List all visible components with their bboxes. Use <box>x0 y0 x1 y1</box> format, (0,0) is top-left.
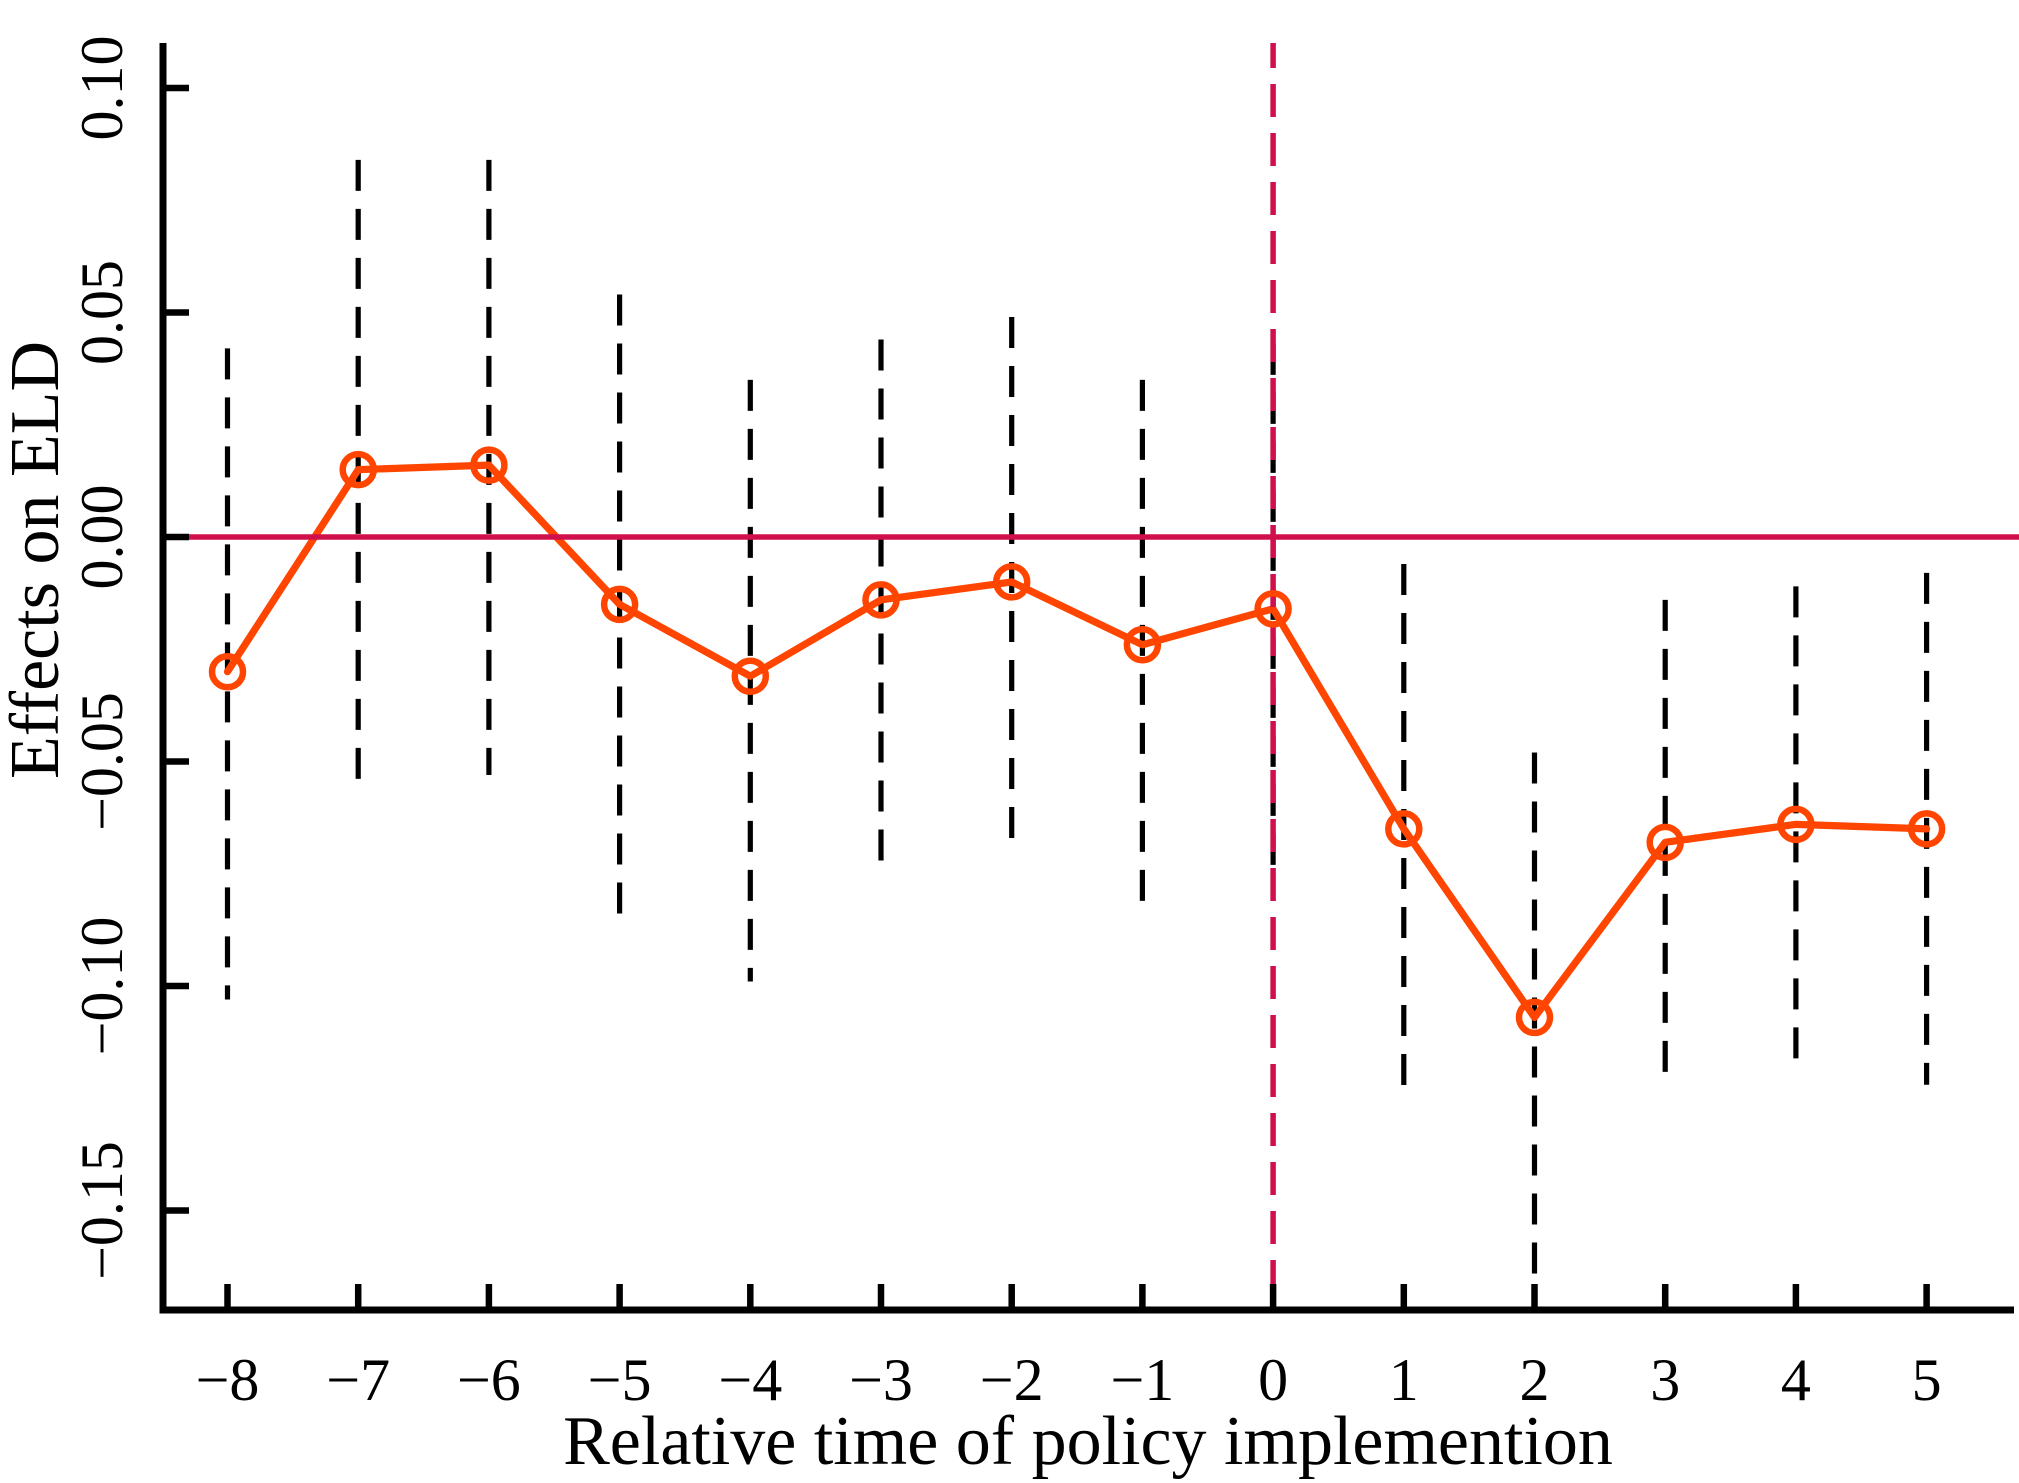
data-point-marker <box>1254 590 1292 628</box>
data-point-marker <box>470 446 508 484</box>
data-point-marker <box>1907 810 1946 848</box>
data-point-marker <box>339 450 377 489</box>
x-tick-label: 2 <box>1520 1347 1550 1413</box>
data-point-marker <box>208 652 247 691</box>
data-point-marker <box>1515 998 1554 1037</box>
estimate-line <box>223 461 1931 1022</box>
data-point-marker <box>1123 626 1162 664</box>
x-tick-label: −2 <box>980 1347 1044 1413</box>
data-point-marker <box>992 563 1031 601</box>
x-tick-label: 3 <box>1650 1347 1680 1413</box>
data-point-marker <box>862 581 900 619</box>
data-point-marker <box>1646 823 1684 862</box>
data-point-marker <box>1777 805 1815 844</box>
plot-layers: 0.10 0.05 0.00 −0.05 −0.10 −0.15 −8 −7 −6 −5 −4 −3 −… <box>69 36 2019 1413</box>
x-tick-label: −3 <box>849 1347 913 1413</box>
y-tick-label: 0.05 <box>69 260 135 365</box>
x-tick-label: −8 <box>196 1347 260 1413</box>
x-tick-label: −1 <box>1110 1347 1174 1413</box>
x-tick-label: −7 <box>326 1347 390 1413</box>
y-tick-label: −0.15 <box>69 1141 135 1280</box>
data-point-marker <box>731 657 770 695</box>
x-tick-label: 0 <box>1258 1347 1288 1413</box>
x-axis-title: Relative time of policy implemention <box>563 1403 1613 1480</box>
y-tick-label: 0.00 <box>69 485 135 590</box>
x-tick-label: −5 <box>588 1347 652 1413</box>
data-point-marker <box>600 585 639 624</box>
y-axis-title: Effects on ELD <box>0 341 74 779</box>
y-tick-label: 0.10 <box>69 36 135 141</box>
y-tick-label: −0.10 <box>69 917 135 1056</box>
y-tick-label: −0.05 <box>69 692 135 831</box>
x-tick-label: −6 <box>457 1347 521 1413</box>
x-tick-label: 1 <box>1389 1347 1419 1413</box>
x-tick-label: 5 <box>1912 1347 1942 1413</box>
x-tick-label: 4 <box>1781 1347 1811 1413</box>
x-tick-label: −4 <box>718 1347 782 1413</box>
data-point-marker <box>1385 810 1423 848</box>
